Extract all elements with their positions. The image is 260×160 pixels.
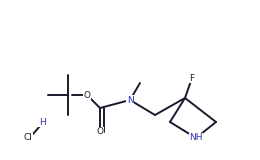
Text: N: N [127,96,133,104]
Text: O: O [96,128,103,136]
Text: F: F [190,73,194,83]
Text: NH: NH [189,133,203,143]
Text: H: H [39,117,45,127]
Text: O: O [83,91,90,100]
Text: Cl: Cl [24,133,32,143]
